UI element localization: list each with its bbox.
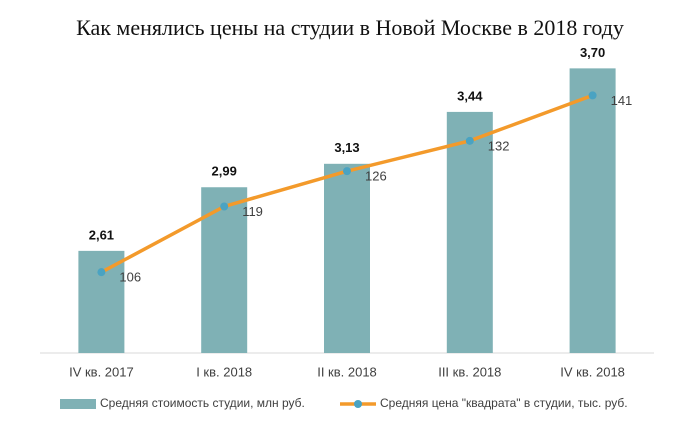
value-label: 3,70: [580, 45, 605, 60]
bar: [446, 111, 493, 353]
marker: [465, 136, 474, 145]
marker: [97, 268, 106, 277]
bar: [324, 163, 370, 353]
value-label: 126: [365, 169, 387, 184]
value-label: 2,61: [89, 227, 114, 242]
value-label: 2,99: [212, 164, 237, 179]
bar: [201, 187, 248, 353]
value-label: 3,44: [457, 88, 483, 103]
x-tick-label: IV кв. 2017: [69, 364, 134, 379]
legend-label: Средняя цена "квадрата" в студии, тыс. р…: [380, 396, 628, 410]
legend-label: Средняя стоимость студии, млн руб.: [100, 396, 305, 410]
value-label: 106: [119, 270, 141, 285]
value-label: 132: [488, 138, 510, 153]
legend-swatch: [60, 399, 96, 409]
marker: [343, 167, 351, 176]
bar: [569, 68, 616, 353]
value-label: 141: [611, 93, 633, 108]
marker: [588, 91, 597, 100]
value-label: 3,13: [334, 140, 359, 155]
chart-title: Как менялись цены на студии в Новой Моск…: [76, 15, 624, 40]
value-label: 119: [242, 204, 263, 219]
legend-swatch: [354, 400, 362, 408]
x-tick-label: II кв. 2018: [317, 364, 377, 379]
marker: [220, 202, 229, 211]
x-tick-label: I кв. 2018: [196, 364, 252, 379]
x-tick-label: III кв. 2018: [438, 364, 501, 379]
x-tick-label: IV кв. 2018: [560, 364, 625, 379]
bar: [78, 250, 125, 353]
